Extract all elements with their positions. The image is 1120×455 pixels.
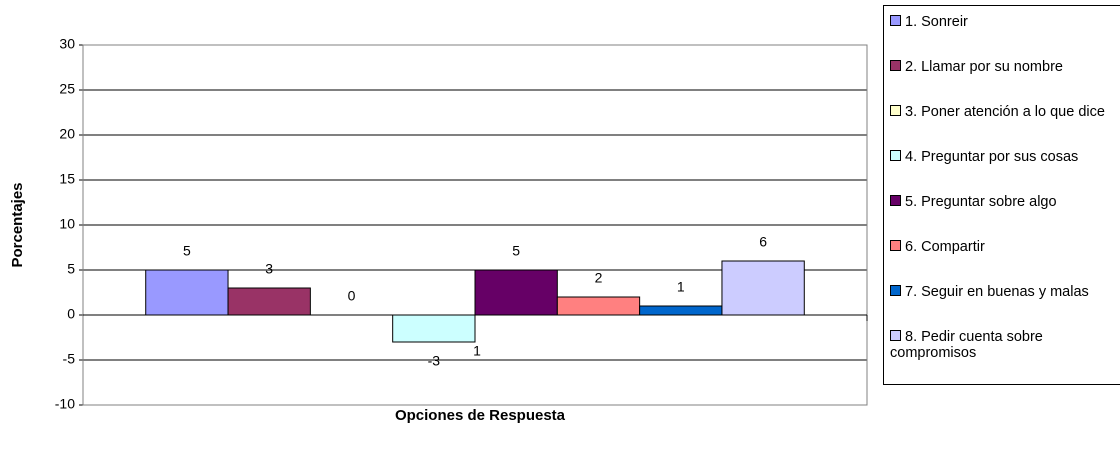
legend-item: 6. Compartir [890, 239, 1115, 255]
chart: Opciones de Respuesta Porcentajes -10 -5 0… [9, 36, 868, 424]
legend-item: 1. Sonreir [890, 14, 1115, 30]
y-tick-label: 25 [59, 81, 75, 97]
legend-swatch [890, 195, 901, 206]
legend-item: 7. Seguir en buenas y malas [890, 284, 1115, 300]
data-label: 3 [265, 261, 273, 277]
y-tick-label: -10 [55, 396, 75, 412]
legend-item: 4. Preguntar por sus cosas [890, 149, 1115, 165]
legend-label: 2. Llamar por su nombre [905, 59, 1063, 75]
bar [721, 260, 805, 316]
legend-swatch [890, 60, 901, 71]
bar [392, 314, 476, 343]
legend-item: 2. Llamar por su nombre [890, 59, 1115, 75]
legend-item: 3. Poner atención a lo que dice [890, 104, 1115, 120]
legend-swatch [890, 15, 901, 26]
legend-swatch [890, 105, 901, 116]
data-label: 6 [759, 234, 767, 250]
legend-label: 1. Sonreir [905, 14, 968, 30]
annotation: 1 [473, 343, 481, 359]
data-label: 5 [512, 243, 520, 259]
legend-label: 8. Pedir cuenta sobre compromisos [890, 329, 1043, 361]
legend-item: 5. Preguntar sobre algo [890, 194, 1115, 210]
legend-item: 8. Pedir cuenta sobre compromisos [890, 329, 1115, 361]
legend-label: 5. Preguntar sobre algo [905, 194, 1057, 210]
y-tick-label: 15 [59, 171, 75, 187]
data-label: 5 [183, 243, 191, 259]
data-label: 1 [677, 279, 685, 295]
y-axis-label: Porcentajes [9, 182, 26, 267]
y-tick-label: -5 [63, 351, 76, 367]
legend: 1. Sonreir 2. Llamar por su nombre 3. Pone… [883, 5, 1120, 385]
bar [639, 305, 723, 316]
bar [474, 269, 558, 316]
y-tick-label: 30 [59, 36, 75, 52]
y-tick-label: 10 [59, 216, 75, 232]
bar [556, 296, 641, 316]
legend-label: 6. Compartir [905, 239, 985, 255]
legend-swatch [890, 285, 901, 296]
data-label: 0 [348, 288, 356, 304]
legend-swatch [890, 330, 901, 341]
legend-label: 4. Preguntar por sus cosas [905, 149, 1079, 165]
x-axis-label: Opciones de Respuesta [395, 407, 566, 424]
y-tick-label: 0 [67, 306, 75, 322]
legend-label: 3. Poner atención a lo que dice [905, 104, 1105, 120]
legend-label: 7. Seguir en buenas y malas [905, 284, 1089, 300]
legend-swatch [890, 240, 901, 251]
bar [145, 269, 229, 316]
y-tick-label: 20 [59, 126, 75, 142]
bar [227, 287, 311, 316]
data-label: 2 [595, 270, 603, 286]
legend-swatch [890, 150, 901, 161]
plot-area [82, 44, 868, 406]
data-label: -3 [428, 353, 441, 369]
y-tick-label: 5 [67, 261, 75, 277]
